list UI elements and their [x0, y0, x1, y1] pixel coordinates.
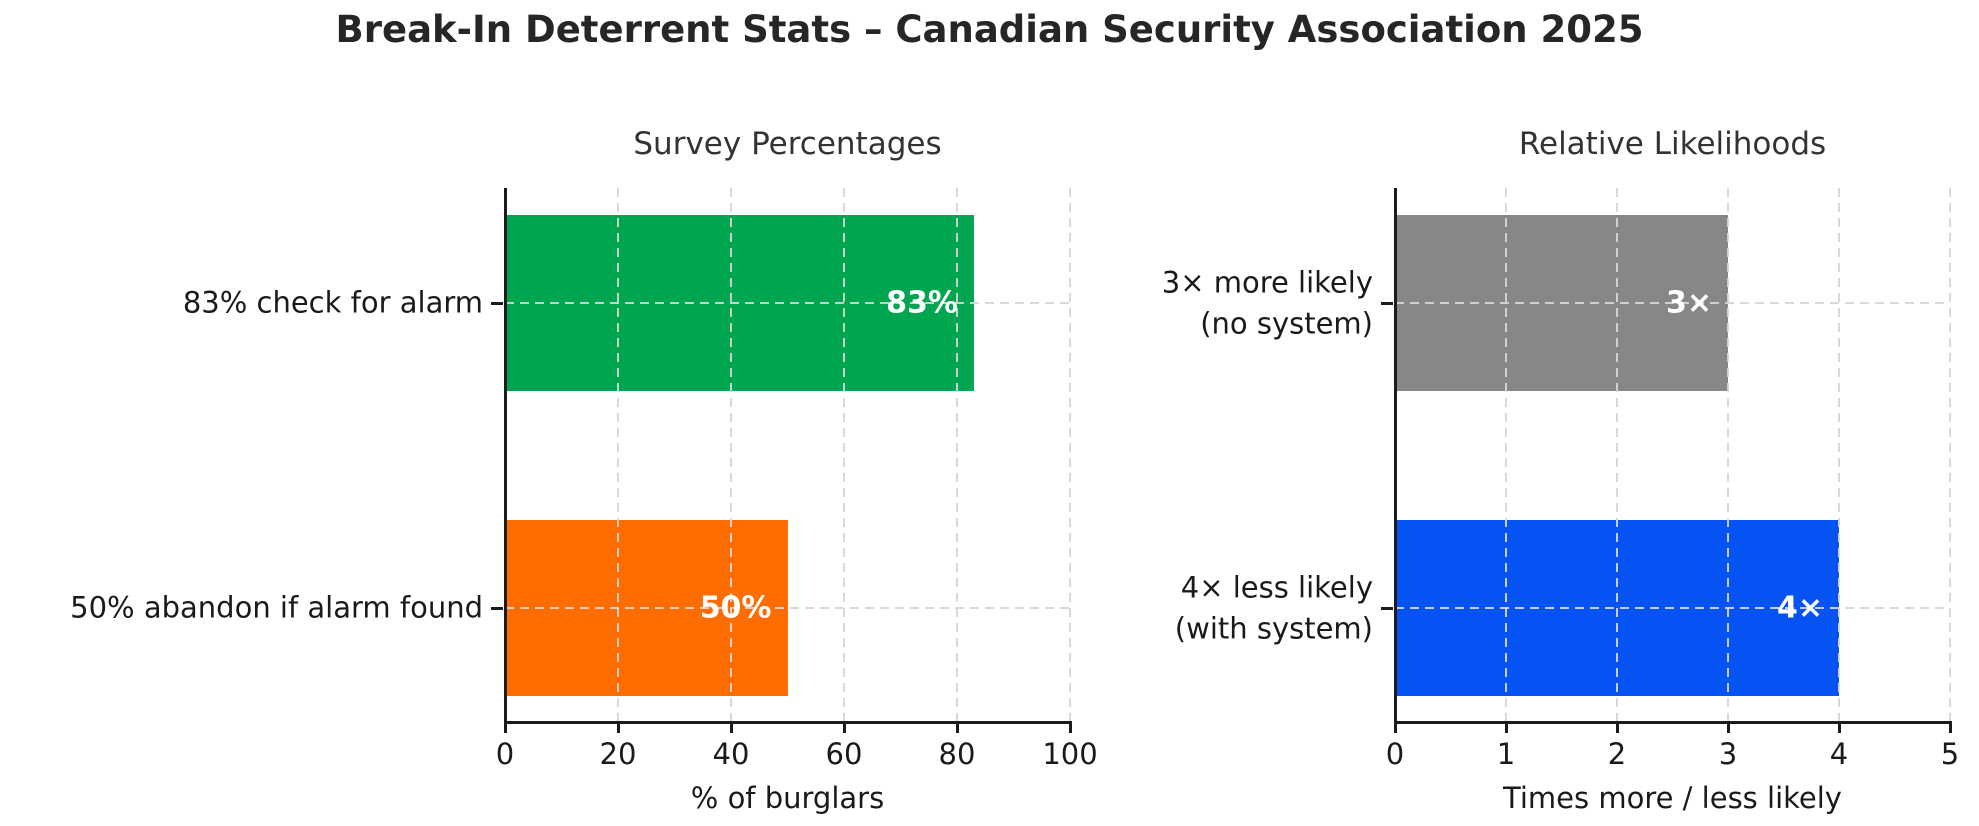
- x-axis-label: % of burglars: [690, 781, 885, 815]
- x-tick-label: 0: [1385, 737, 1405, 771]
- y-tick: [491, 606, 503, 610]
- gridline: [1395, 302, 1950, 305]
- x-tick: [842, 721, 846, 733]
- x-tick-label: 40: [712, 737, 750, 771]
- gridline: [1949, 188, 1951, 721]
- category-label: 83% check for alarm: [182, 285, 483, 320]
- x-tick-label: 1: [1496, 737, 1516, 771]
- gridline: [956, 188, 958, 721]
- category-label: 50% abandon if alarm found: [70, 590, 483, 625]
- gridline: [1616, 188, 1618, 721]
- gridline: [1838, 188, 1840, 721]
- bottom-spine: [1393, 721, 1952, 724]
- x-tick-label: 20: [599, 737, 637, 771]
- category-label: 3× more likely (no system): [1161, 265, 1373, 341]
- x-tick-label: 60: [825, 737, 863, 771]
- gridline: [1395, 607, 1950, 609]
- gridline: [617, 188, 619, 721]
- gridline: [505, 302, 1070, 305]
- x-tick: [1393, 721, 1397, 733]
- x-tick-label: 4: [1829, 737, 1849, 771]
- x-tick: [729, 721, 733, 733]
- left-spine: [503, 188, 507, 724]
- plot-area: 83% 83% check for alarm 50% 50% abandon if …: [70, 188, 1098, 815]
- gridline: [1505, 188, 1507, 721]
- x-tick: [955, 721, 959, 733]
- bottom-spine: [503, 721, 1072, 724]
- y-tick: [1381, 301, 1393, 305]
- x-tick-label: 5: [1940, 737, 1960, 771]
- y-tick: [491, 301, 503, 305]
- x-tick-label: 3: [1718, 737, 1738, 771]
- y-tick: [1381, 606, 1393, 610]
- x-tick-label: 80: [938, 737, 976, 771]
- x-tick: [1948, 721, 1952, 733]
- x-tick: [1837, 721, 1841, 733]
- x-tick: [1615, 721, 1619, 733]
- figure-title: Break-In Deterrent Stats – Canadian Secu…: [335, 8, 1644, 51]
- subplot-title: Relative Likelihoods: [1518, 126, 1827, 162]
- x-tick: [1068, 721, 1072, 733]
- bar-value-label: 4×: [1776, 590, 1823, 626]
- gridline: [505, 607, 1070, 609]
- bar-value-label: 50%: [699, 590, 772, 626]
- plot-area: 3× 3× more likely (no system) 4× 4× less li…: [1162, 188, 1959, 815]
- bar-value-label: 3×: [1665, 285, 1712, 321]
- bar-value-label: 83%: [886, 285, 958, 321]
- x-axis-label: Times more / less likely: [1503, 781, 1842, 815]
- x-tick: [616, 721, 620, 733]
- gridline: [1727, 188, 1729, 721]
- x-tick-label: 0: [495, 737, 515, 771]
- x-tick: [1504, 721, 1508, 733]
- left-spine: [1393, 188, 1397, 724]
- category-label: 4× less likely (with system): [1174, 570, 1373, 645]
- x-tick: [1726, 721, 1730, 733]
- x-tick-label: 100: [1042, 737, 1098, 771]
- x-tick-label: 2: [1607, 737, 1627, 771]
- gridline: [843, 188, 845, 721]
- gridline: [730, 188, 732, 721]
- subplot-title: Survey Percentages: [633, 126, 942, 162]
- gridline: [1069, 188, 1071, 721]
- x-tick: [503, 721, 507, 733]
